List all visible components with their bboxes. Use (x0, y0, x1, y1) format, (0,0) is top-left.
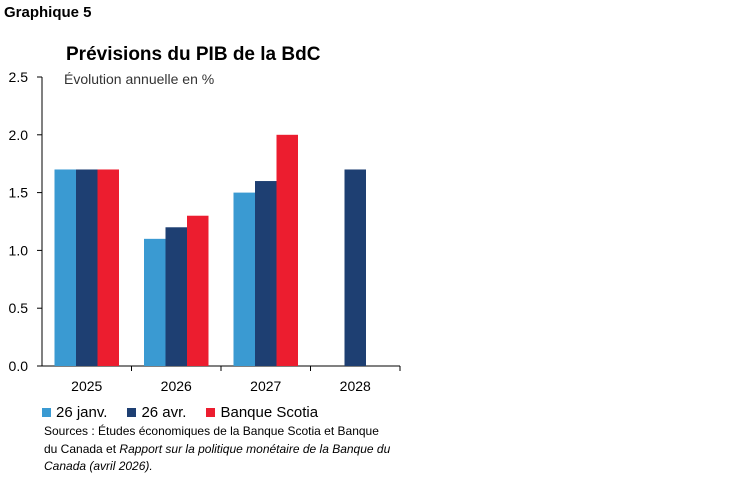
bar-26-avr-2027 (255, 181, 277, 366)
source-text: Sources : Études économiques de la Banqu… (44, 424, 379, 456)
y-tick-label: 2.0 (9, 127, 29, 143)
legend-label-26-janv: 26 janv. (56, 404, 108, 421)
source-italic-text: Rapport sur la politique monétaire de la… (44, 441, 391, 474)
bar-banque-scotia-2025 (97, 169, 119, 366)
legend: 26 janv. 26 avr. Banque Scotia (42, 404, 338, 421)
legend-swatch-26-avr (127, 408, 137, 417)
y-tick-label: 1.5 (9, 185, 29, 201)
bar-26-janv-2025 (54, 169, 76, 366)
bar-26-janv-2027 (233, 192, 255, 366)
legend-item-26-avr: 26 avr. (127, 404, 186, 421)
y-tick-label: 1.0 (9, 242, 29, 258)
legend-label-26-avr: 26 avr. (141, 404, 187, 421)
x-tick-label: 2026 (161, 378, 192, 394)
y-tick-label: 2.5 (9, 69, 29, 85)
y-tick-label: 0.0 (9, 358, 29, 374)
bar-banque-scotia-2026 (187, 215, 209, 366)
x-tick-label: 2027 (250, 378, 281, 394)
y-tick-label: 0.5 (9, 300, 29, 316)
bar-26-avr-2025 (76, 169, 98, 366)
bar-chart: Prévisions du PIB de la BdC Évolution an… (9, 44, 401, 394)
legend-item-26-janv: 26 janv. (42, 404, 107, 421)
figure-label: Graphique 5 (4, 4, 92, 21)
x-tick-label: 2028 (340, 378, 371, 394)
legend-swatch-banque-scotia (206, 408, 216, 417)
legend-item-banque-scotia: Banque Scotia (206, 404, 318, 421)
source-note: Sources : Études économiques de la Banqu… (44, 423, 394, 476)
chart-title: Prévisions du PIB de la BdC (66, 44, 321, 65)
chart-subtitle: Évolution annuelle en % (64, 71, 214, 87)
bar-26-avr-2028 (344, 169, 366, 366)
bar-banque-scotia-2027 (276, 134, 298, 366)
legend-swatch-26-janv (42, 408, 51, 417)
x-tick-label: 2025 (71, 378, 102, 394)
legend-label-banque-scotia: Banque Scotia (220, 404, 319, 421)
bar-26-avr-2026 (165, 227, 187, 366)
bar-26-janv-2026 (144, 238, 166, 366)
